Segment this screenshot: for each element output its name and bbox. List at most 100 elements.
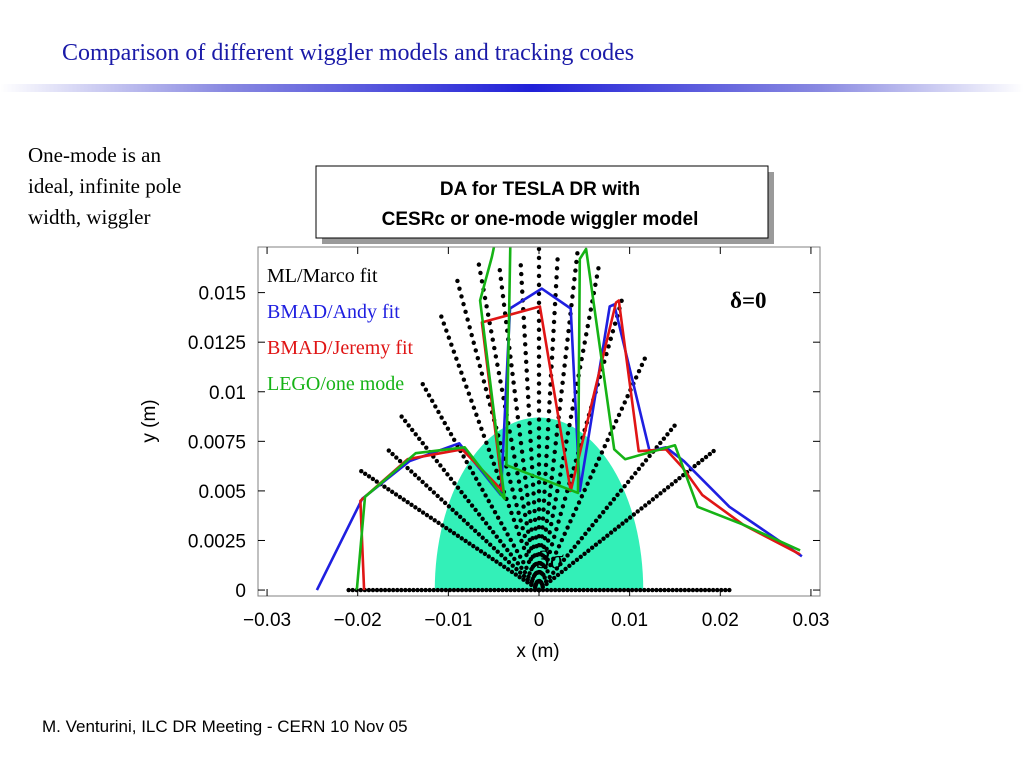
x-tick-label: −0.03 bbox=[243, 610, 291, 631]
data-point bbox=[540, 516, 546, 521]
data-point bbox=[601, 509, 606, 515]
side-note-line: ideal, infinite pole bbox=[28, 174, 182, 198]
data-point bbox=[615, 492, 620, 498]
data-point bbox=[536, 327, 542, 332]
data-point bbox=[551, 458, 556, 463]
data-point bbox=[521, 504, 526, 509]
data-point bbox=[567, 422, 572, 428]
data-point bbox=[436, 409, 441, 415]
data-point bbox=[524, 587, 530, 593]
data-point bbox=[499, 521, 504, 526]
data-point bbox=[642, 356, 647, 361]
data-point bbox=[560, 380, 565, 386]
data-point bbox=[551, 556, 556, 561]
data-point bbox=[602, 444, 607, 449]
data-point bbox=[536, 363, 542, 368]
data-point bbox=[469, 503, 475, 508]
data-point bbox=[568, 548, 574, 554]
data-point bbox=[636, 466, 642, 472]
data-point bbox=[393, 492, 399, 497]
data-point bbox=[495, 549, 500, 554]
data-point bbox=[438, 463, 443, 468]
data-point bbox=[527, 510, 532, 515]
legend: ML/Marco fit BMAD/Andy fit BMAD/Jeremy fit… bbox=[267, 265, 414, 395]
data-point bbox=[509, 510, 514, 516]
data-point bbox=[475, 356, 481, 361]
data-point bbox=[558, 511, 563, 517]
data-point bbox=[508, 552, 514, 557]
data-point bbox=[545, 510, 551, 515]
data-point bbox=[706, 587, 712, 593]
data-point bbox=[536, 300, 542, 306]
data-point bbox=[547, 391, 553, 396]
data-point bbox=[536, 453, 542, 458]
data-point bbox=[465, 521, 470, 527]
data-point bbox=[519, 280, 524, 286]
data-point bbox=[555, 572, 561, 578]
data-point bbox=[485, 312, 491, 317]
data-point bbox=[466, 391, 472, 396]
data-point bbox=[569, 587, 574, 593]
data-point bbox=[454, 511, 459, 516]
data-point bbox=[597, 587, 602, 593]
data-point bbox=[571, 512, 576, 518]
data-point bbox=[521, 466, 527, 472]
data-point bbox=[536, 471, 542, 476]
data-point bbox=[370, 587, 376, 593]
data-point bbox=[606, 344, 611, 349]
data-point bbox=[588, 475, 593, 480]
data-point bbox=[554, 432, 559, 437]
y-tick-label: 0.01 bbox=[209, 383, 246, 404]
y-tick-label: 0.0075 bbox=[188, 432, 246, 453]
data-point bbox=[593, 587, 598, 593]
data-point bbox=[579, 356, 584, 362]
data-point bbox=[446, 335, 452, 340]
data-point bbox=[643, 458, 649, 463]
data-point bbox=[536, 498, 542, 503]
data-point bbox=[516, 587, 521, 593]
data-point bbox=[551, 570, 556, 575]
data-point bbox=[686, 587, 692, 593]
data-point bbox=[646, 500, 652, 505]
data-point bbox=[669, 482, 675, 487]
data-point bbox=[608, 530, 614, 535]
data-point bbox=[498, 276, 504, 282]
data-point bbox=[582, 551, 587, 556]
data-point bbox=[508, 537, 513, 543]
data-point bbox=[463, 309, 468, 315]
data-point bbox=[552, 449, 557, 455]
data-point bbox=[495, 515, 501, 520]
data-point bbox=[579, 535, 585, 541]
data-point bbox=[492, 509, 498, 515]
data-point bbox=[572, 277, 577, 282]
data-point bbox=[511, 543, 517, 548]
data-point bbox=[565, 587, 570, 593]
data-point bbox=[502, 564, 507, 569]
data-point bbox=[390, 489, 395, 495]
ray-marker-group bbox=[536, 356, 647, 593]
data-point bbox=[561, 372, 566, 377]
data-point bbox=[536, 507, 542, 512]
data-point bbox=[613, 419, 619, 424]
data-point bbox=[486, 554, 491, 559]
data-point bbox=[485, 394, 491, 400]
axes: −0.03 −0.02 −0.01 0 0.01 0.02 0.03 0 0.0025 0.005… bbox=[188, 247, 829, 631]
data-point bbox=[541, 498, 547, 503]
data-point bbox=[494, 559, 499, 564]
ray-marker-group bbox=[346, 587, 542, 593]
data-point bbox=[519, 565, 524, 571]
data-point bbox=[495, 362, 500, 367]
data-point bbox=[547, 549, 553, 555]
data-point bbox=[489, 329, 494, 334]
data-point bbox=[528, 518, 533, 524]
data-point bbox=[510, 487, 515, 492]
data-point bbox=[444, 525, 449, 531]
data-point bbox=[565, 431, 571, 436]
data-point bbox=[451, 587, 457, 593]
data-point bbox=[506, 559, 512, 565]
y-tick-label: 0.0025 bbox=[188, 531, 246, 552]
data-point bbox=[594, 274, 600, 279]
data-point bbox=[547, 574, 552, 580]
data-point bbox=[611, 497, 617, 502]
